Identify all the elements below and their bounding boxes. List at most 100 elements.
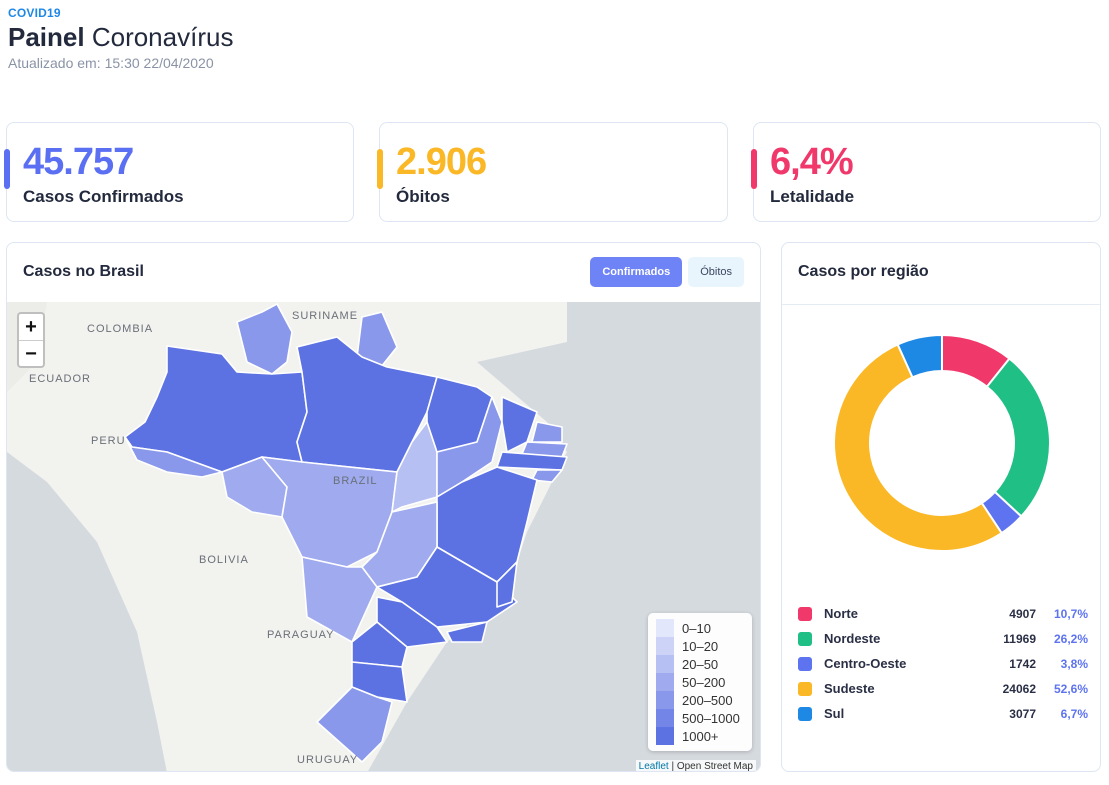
state-PR (351, 621, 408, 668)
country-label-peru: PERU (91, 435, 126, 447)
region-row-norte: Norte 4907 10,7% (798, 601, 1088, 626)
state-MT (261, 456, 398, 568)
map-canvas: COLOMBIA SURINAME ECUADOR PERU BRAZIL BO… (7, 302, 568, 771)
region-color-dot (798, 656, 812, 671)
legend-swatch (656, 691, 674, 709)
page-title: Painel Coronavírus (8, 22, 233, 53)
legend-item: 50–200 (656, 673, 744, 691)
stat-label: Casos Confirmados (23, 187, 184, 206)
legend-label: 20–50 (682, 656, 719, 672)
region-count: 24062 (1002, 681, 1036, 696)
region-name: Sul (824, 706, 845, 721)
legend-swatch (656, 727, 674, 745)
region-pct: 52,6% (1053, 681, 1088, 696)
legend-item: 10–20 (656, 637, 744, 655)
legend-label: 500–1000 (682, 710, 740, 726)
state-AP (356, 311, 398, 373)
region-count: 3077 (1009, 706, 1036, 721)
region-card-title: Casos por região (798, 263, 929, 280)
tab-obitos[interactable]: Óbitos (688, 257, 744, 287)
country-label-suriname: SURINAME (292, 310, 358, 322)
country-label-bolivia: BOLIVIA (199, 554, 249, 566)
legend-swatch (656, 709, 674, 727)
country-label-brazil: BRAZIL (333, 475, 378, 487)
region-donut-chart (833, 333, 1051, 552)
state-RS (316, 686, 393, 763)
stat-card-confirmed: 45.757 Casos Confirmados (4, 122, 354, 222)
state-RR (236, 303, 293, 375)
stat-card-lethality: 6,4% Letalidade (751, 122, 1101, 222)
legend-swatch (656, 637, 674, 655)
stat-value: 2.906 (396, 141, 487, 183)
region-name: Nordeste (824, 631, 881, 646)
region-count: 1742 (1009, 656, 1036, 671)
state-AL (531, 469, 563, 483)
country-label-ecuador: ECUADOR (29, 373, 91, 385)
legend-item: 20–50 (656, 655, 744, 673)
page-title-rest: Coronavírus (91, 22, 234, 52)
stat-value: 6,4% (770, 141, 854, 183)
zoom-in-button[interactable]: + (25, 316, 37, 338)
legend-label: 50–200 (682, 674, 726, 690)
stat-accent-bar (751, 149, 757, 189)
stat-label: Letalidade (770, 187, 855, 206)
region-color-dot (798, 606, 812, 621)
zoom-out-button[interactable]: − (19, 340, 43, 366)
legend-item: 200–500 (656, 691, 744, 709)
legend-swatch (656, 673, 674, 691)
stat-card-deaths: 2.906 Óbitos (377, 122, 728, 222)
map-legend: 0–10 10–20 20–50 50–200 200–500 500–1000… (648, 613, 752, 751)
region-name: Sudeste (824, 681, 875, 696)
attribution-text: | Open Street Map (671, 761, 753, 772)
region-pct: 6,7% (1060, 706, 1088, 721)
zoom-control: + − (17, 312, 45, 368)
updated-at: Atualizado em: 15:30 22/04/2020 (8, 55, 233, 71)
leaflet-link[interactable]: Leaflet (638, 761, 669, 772)
stat-accent-bar (377, 149, 383, 189)
updated-value: 15:30 22/04/2020 (104, 55, 214, 71)
legend-swatch (656, 655, 674, 673)
legend-label: 0–10 (682, 620, 711, 636)
stat-value: 45.757 (23, 141, 134, 183)
region-row-sudeste: Sudeste 24062 52,6% (798, 676, 1088, 701)
region-name: Centro-Oeste (824, 656, 907, 671)
state-CE (501, 396, 538, 453)
legend-swatch (656, 619, 674, 637)
region-row-centro-oeste: Centro-Oeste 1742 3,8% (798, 651, 1088, 676)
region-count: 4907 (1009, 606, 1036, 621)
updated-label: Atualizado em: (8, 55, 101, 71)
donut-slice-sudeste[interactable] (833, 343, 1004, 552)
legend-label: 10–20 (682, 638, 719, 654)
region-color-dot (798, 631, 812, 646)
region-card: Casos por região Norte 4907 10,7% Nordes… (781, 242, 1101, 772)
region-row-sul: Sul 3077 6,7% (798, 701, 1088, 726)
stat-label: Óbitos (396, 187, 450, 206)
legend-item: 500–1000 (656, 709, 744, 727)
eyebrow-label: COVID19 (8, 6, 61, 20)
country-label-colombia: COLOMBIA (87, 323, 153, 335)
state-RJ (446, 621, 488, 643)
divider (782, 304, 1100, 305)
legend-item: 0–10 (656, 619, 744, 637)
legend-label: 1000+ (682, 728, 719, 744)
region-name: Norte (824, 606, 858, 621)
donut-slice-sul[interactable] (896, 333, 943, 379)
map-attribution: Leaflet | Open Street Map (635, 760, 756, 772)
state-AC (124, 436, 223, 478)
page-header: COVID19 Painel Coronavírus Atualizado em… (8, 6, 233, 71)
stat-accent-bar (4, 149, 10, 189)
country-label-paraguay: PARAGUAY (267, 629, 335, 641)
state-RN (531, 421, 563, 443)
region-list: Norte 4907 10,7% Nordeste 11969 26,2% Ce… (798, 601, 1088, 726)
brazil-map[interactable]: COLOMBIA SURINAME ECUADOR PERU BRAZIL BO… (7, 302, 760, 772)
map-tabs: Confirmados Óbitos (590, 257, 744, 287)
region-pct: 26,2% (1053, 631, 1088, 646)
legend-item: 1000+ (656, 727, 744, 745)
page-title-bold: Painel (8, 22, 85, 52)
map-card: Casos no Brasil Confirmados Óbitos (6, 242, 761, 772)
map-card-title: Casos no Brasil (23, 263, 144, 280)
region-color-dot (798, 706, 812, 721)
state-ES (496, 561, 518, 608)
tab-confirmados[interactable]: Confirmados (590, 257, 683, 287)
region-color-dot (798, 681, 812, 696)
